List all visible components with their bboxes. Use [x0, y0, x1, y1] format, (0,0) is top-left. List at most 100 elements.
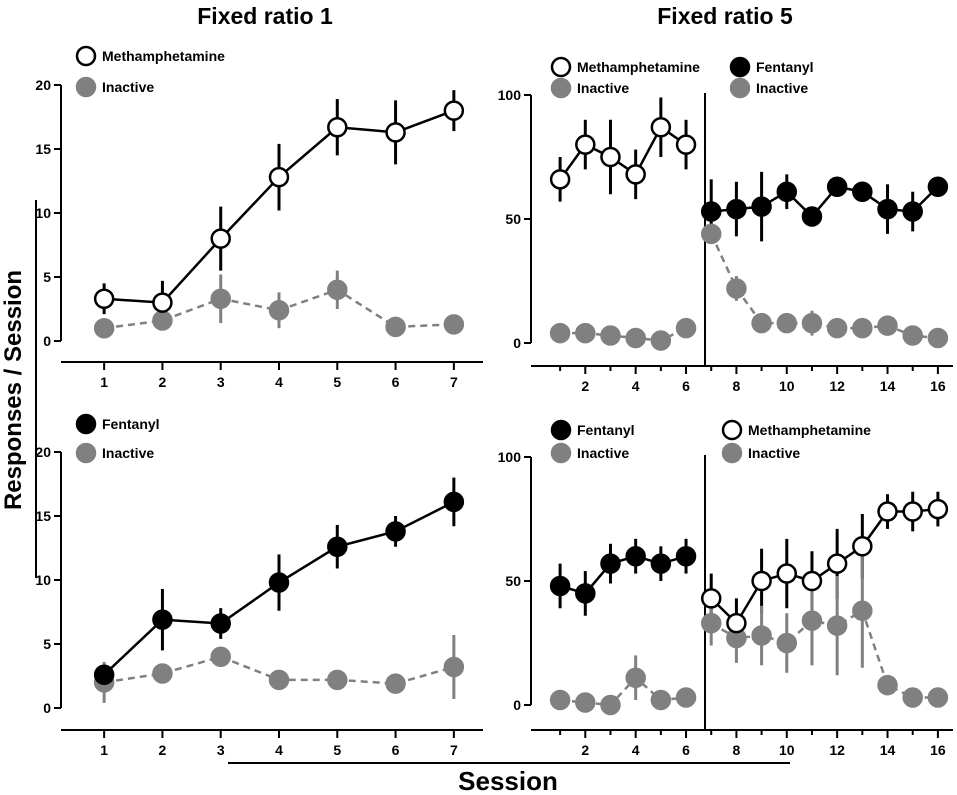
- x-tick-label: 16: [930, 378, 946, 394]
- data-point: [549, 575, 571, 597]
- series-line: [710, 507, 939, 626]
- data-point: [549, 322, 571, 344]
- data-point: [93, 317, 115, 339]
- y-tick-label: 15: [35, 141, 51, 157]
- y-tick-label: 5: [43, 269, 51, 285]
- data-point: [675, 687, 697, 708]
- x-tick-label: 6: [682, 378, 690, 394]
- data-point: [152, 310, 173, 331]
- data-point: [625, 667, 646, 688]
- data-point: [650, 116, 672, 138]
- legend-marker: [75, 442, 97, 464]
- data-point: [852, 536, 873, 557]
- data-point: [902, 201, 923, 222]
- x-tick-label: 8: [733, 742, 741, 758]
- data-point: [826, 317, 848, 339]
- x-tick-label: 2: [581, 378, 589, 394]
- data-point: [549, 169, 571, 190]
- data-point: [801, 312, 823, 334]
- data-point: [726, 612, 747, 634]
- data-point: [650, 553, 672, 574]
- data-point: [877, 315, 898, 336]
- data-point: [700, 588, 722, 609]
- data-point: [385, 316, 406, 338]
- series-line: [560, 326, 687, 342]
- data-point: [877, 674, 898, 696]
- data-point: [776, 563, 798, 584]
- legend-marker: [550, 77, 572, 99]
- x-tick-label: 6: [682, 742, 690, 758]
- data-point: [443, 100, 465, 121]
- data-point: [700, 612, 722, 634]
- data-point: [852, 181, 873, 202]
- x-tick-label: 10: [779, 378, 795, 394]
- data-point: [93, 664, 115, 685]
- x-tick-label: 12: [829, 742, 845, 758]
- data-point: [327, 279, 348, 301]
- x-tick-label: 1: [100, 374, 108, 390]
- panel-fr5-methamphetamine-fentanyl: 0 50 100 2 4 6 8 10 12 14 16 Methamphetamine Inactiv…: [498, 56, 953, 394]
- y-tick-label: 0: [43, 333, 51, 349]
- data-point: [625, 327, 646, 349]
- x-tick-label: 5: [333, 374, 341, 390]
- legend-label: Inactive: [102, 79, 154, 95]
- data-point: [902, 501, 923, 522]
- data-point: [443, 314, 465, 335]
- data-point: [751, 570, 772, 592]
- y-tick-label: 0: [513, 335, 521, 351]
- x-tick-label: 1: [100, 742, 108, 758]
- data-point: [927, 327, 949, 349]
- x-tick-label: 3: [217, 742, 225, 758]
- data-point: [650, 689, 672, 711]
- x-tick-label: 6: [392, 742, 400, 758]
- x-tick-label: 7: [450, 374, 458, 390]
- x-tick-label: 4: [275, 742, 283, 758]
- data-point: [443, 656, 465, 678]
- data-point: [327, 116, 348, 138]
- data-point: [210, 613, 231, 634]
- legend-marker: [75, 45, 97, 67]
- data-point: [700, 223, 722, 245]
- y-tick-label: 0: [513, 697, 521, 713]
- y-tick-label: 20: [35, 77, 51, 93]
- x-tick-label: 16: [930, 742, 946, 758]
- data-point: [327, 669, 348, 691]
- x-tick-label: 14: [880, 378, 896, 394]
- data-point: [152, 609, 173, 630]
- data-point: [268, 572, 290, 593]
- data-point: [700, 201, 722, 222]
- data-point: [575, 322, 596, 344]
- data-point: [268, 669, 290, 691]
- data-point: [385, 521, 406, 542]
- y-tick-label: 100: [498, 87, 522, 103]
- legend-label: Methamphetamine: [748, 422, 871, 438]
- data-point: [751, 625, 772, 646]
- x-tick-label: 4: [275, 374, 283, 390]
- data-point: [575, 692, 596, 713]
- legend-marker: [721, 442, 743, 464]
- data-point: [385, 673, 406, 694]
- data-point: [826, 615, 848, 636]
- data-point: [852, 600, 873, 622]
- data-point: [776, 181, 798, 202]
- data-point: [877, 501, 898, 522]
- data-point: [675, 134, 697, 155]
- legend-label: Methamphetamine: [102, 48, 225, 64]
- data-point: [927, 687, 949, 708]
- x-tick-label: 4: [632, 742, 640, 758]
- x-tick-label: 3: [217, 374, 225, 390]
- legend-label: Inactive: [102, 445, 154, 461]
- data-point: [751, 196, 772, 217]
- legend-marker: [729, 56, 751, 78]
- data-point: [385, 122, 406, 143]
- series-line: [711, 185, 939, 219]
- data-point: [93, 288, 115, 310]
- x-tick-label: 6: [392, 374, 400, 390]
- legend-label: Inactive: [577, 445, 629, 461]
- y-tick-label: 50: [505, 211, 521, 227]
- data-point: [776, 312, 798, 334]
- legend-marker: [550, 56, 572, 78]
- x-tick-label: 2: [159, 374, 167, 390]
- data-point: [927, 498, 949, 520]
